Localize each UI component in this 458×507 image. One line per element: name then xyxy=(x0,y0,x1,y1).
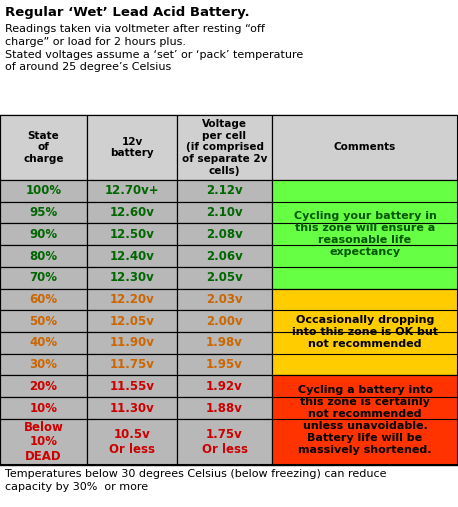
Bar xyxy=(87,202,177,224)
Bar xyxy=(177,332,272,354)
Text: 12.40v: 12.40v xyxy=(109,249,154,263)
Bar xyxy=(177,354,272,376)
Bar xyxy=(87,354,177,376)
Text: 11.75v: 11.75v xyxy=(109,358,154,371)
Bar xyxy=(87,245,177,267)
Bar xyxy=(87,115,177,180)
Bar xyxy=(177,180,272,202)
Bar xyxy=(177,115,272,180)
Text: 2.05v: 2.05v xyxy=(206,271,243,284)
Bar xyxy=(0,332,87,354)
Bar xyxy=(87,332,177,354)
Text: 10%: 10% xyxy=(29,402,58,415)
Bar xyxy=(177,397,272,419)
Text: 12.30v: 12.30v xyxy=(109,271,154,284)
Text: 70%: 70% xyxy=(29,271,58,284)
Text: 60%: 60% xyxy=(29,293,58,306)
Text: State
of
charge: State of charge xyxy=(23,131,64,164)
Text: 50%: 50% xyxy=(29,315,58,328)
Bar xyxy=(0,245,87,267)
Bar xyxy=(177,288,272,310)
Text: 11.55v: 11.55v xyxy=(109,380,154,393)
Bar xyxy=(177,202,272,224)
Text: 2.03v: 2.03v xyxy=(206,293,243,306)
Bar xyxy=(177,245,272,267)
Bar xyxy=(272,180,458,288)
Bar xyxy=(272,376,458,465)
Text: 30%: 30% xyxy=(29,358,58,371)
Bar xyxy=(87,419,177,465)
Text: 1.95v: 1.95v xyxy=(206,358,243,371)
Text: 12.70v+: 12.70v+ xyxy=(105,185,159,197)
Text: 40%: 40% xyxy=(29,336,58,349)
Bar xyxy=(0,202,87,224)
Bar xyxy=(0,354,87,376)
Bar xyxy=(0,376,87,397)
Bar xyxy=(177,267,272,288)
Text: Comments: Comments xyxy=(334,142,396,153)
Bar xyxy=(87,376,177,397)
Text: 2.12v: 2.12v xyxy=(206,185,243,197)
Text: 10.5v
Or less: 10.5v Or less xyxy=(109,428,155,456)
Text: Occasionally dropping
into this zone is OK but
not recommended: Occasionally dropping into this zone is … xyxy=(292,315,438,349)
Text: 1.92v: 1.92v xyxy=(206,380,243,393)
Bar xyxy=(87,224,177,245)
Bar xyxy=(0,115,87,180)
Bar xyxy=(0,288,87,310)
Text: 12.20v: 12.20v xyxy=(109,293,154,306)
Text: 12.50v: 12.50v xyxy=(109,228,154,241)
Bar xyxy=(0,397,87,419)
Text: 95%: 95% xyxy=(29,206,58,219)
Text: 20%: 20% xyxy=(29,380,58,393)
Text: Cycling your battery in
this zone will ensure a
reasonable life
expectancy: Cycling your battery in this zone will e… xyxy=(294,211,436,257)
Bar xyxy=(87,397,177,419)
Text: 1.88v: 1.88v xyxy=(206,402,243,415)
Text: 2.06v: 2.06v xyxy=(206,249,243,263)
Text: Below
10%
DEAD: Below 10% DEAD xyxy=(23,421,64,463)
Bar xyxy=(177,310,272,332)
Bar xyxy=(272,288,458,376)
Text: Temperatures below 30 degrees Celsius (below freezing) can reduce
capacity by 30: Temperatures below 30 degrees Celsius (b… xyxy=(5,469,387,492)
Text: Regular ‘Wet’ Lead Acid Battery.: Regular ‘Wet’ Lead Acid Battery. xyxy=(5,6,250,19)
Text: 90%: 90% xyxy=(29,228,58,241)
Text: 80%: 80% xyxy=(29,249,58,263)
Bar xyxy=(0,419,87,465)
Text: 100%: 100% xyxy=(26,185,61,197)
Text: 12.60v: 12.60v xyxy=(109,206,154,219)
Bar xyxy=(87,267,177,288)
Bar xyxy=(177,224,272,245)
Bar xyxy=(0,267,87,288)
Bar xyxy=(272,115,458,180)
Text: 2.08v: 2.08v xyxy=(206,228,243,241)
Bar xyxy=(177,419,272,465)
Bar xyxy=(0,310,87,332)
Text: Voltage
per cell
(if comprised
of separate 2v
cells): Voltage per cell (if comprised of separa… xyxy=(182,119,267,176)
Text: 11.90v: 11.90v xyxy=(109,336,154,349)
Bar xyxy=(87,288,177,310)
Text: 12.05v: 12.05v xyxy=(109,315,154,328)
Bar xyxy=(0,224,87,245)
Text: 2.00v: 2.00v xyxy=(206,315,243,328)
Text: 12v
battery: 12v battery xyxy=(110,137,154,158)
Text: Readings taken via voltmeter after resting “off
charge” or load for 2 hours plus: Readings taken via voltmeter after resti… xyxy=(5,24,303,73)
Bar xyxy=(87,310,177,332)
Text: 2.10v: 2.10v xyxy=(206,206,243,219)
Text: 11.30v: 11.30v xyxy=(109,402,154,415)
Text: 1.98v: 1.98v xyxy=(206,336,243,349)
Bar xyxy=(177,376,272,397)
Text: 1.75v
Or less: 1.75v Or less xyxy=(202,428,247,456)
Bar xyxy=(87,180,177,202)
Bar xyxy=(0,180,87,202)
Text: Cycling a battery into
this zone is certainly
not recommended
unless unavoidable: Cycling a battery into this zone is cert… xyxy=(298,385,432,455)
